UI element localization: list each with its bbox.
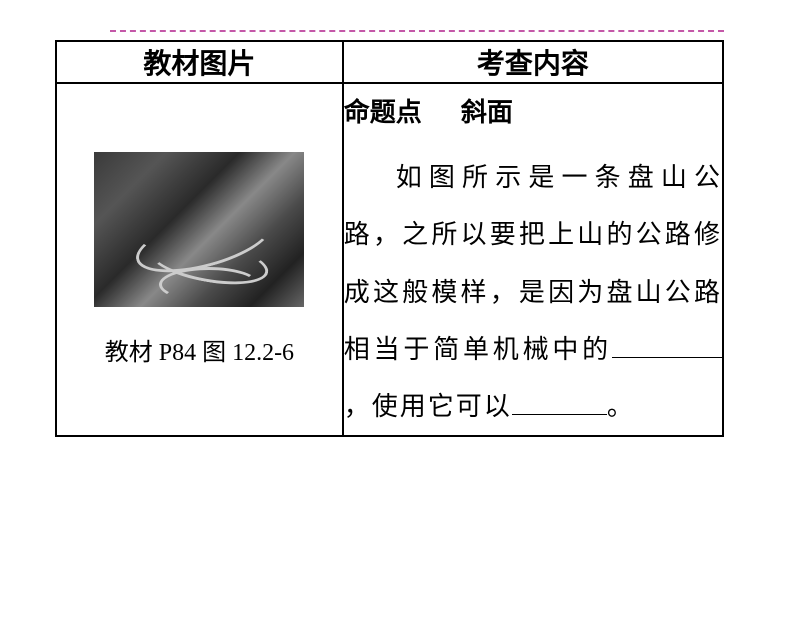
content-row: 教材 P84 图 12.2-6 命题点 斜面 如图所示是一条盘山公路，之所以要把上…	[56, 83, 723, 436]
fill-blank-2	[512, 389, 607, 415]
topic-name: 斜面	[461, 98, 513, 127]
topic-title: 命题点 斜面	[344, 84, 722, 141]
fill-blank-1	[612, 332, 722, 358]
road-curve-icon	[159, 267, 259, 302]
body-end: 。	[607, 392, 635, 421]
image-cell: 教材 P84 图 12.2-6	[56, 83, 343, 436]
header-left: 教材图片	[56, 41, 343, 83]
header-row: 教材图片 考查内容	[56, 41, 723, 83]
content-cell: 命题点 斜面 如图所示是一条盘山公路，之所以要把上山的公路修成这般模样，是因为盘山…	[343, 83, 723, 436]
image-caption: 教材 P84 图 12.2-6	[57, 332, 342, 367]
header-right: 考查内容	[343, 41, 723, 83]
body-text: 如图所示是一条盘山公路，之所以要把上山的公路修成这般模样，是因为盘山公路相当于简…	[344, 149, 722, 435]
body-mid: ，使用它可以	[344, 392, 512, 421]
content-table: 教材图片 考查内容 教材 P84 图 12.2-6 命题点 斜面 如图所示是一条盘…	[55, 40, 724, 437]
topic-label: 命题点	[344, 98, 422, 127]
mountain-road-image	[94, 152, 304, 307]
dashed-separator	[110, 30, 724, 32]
